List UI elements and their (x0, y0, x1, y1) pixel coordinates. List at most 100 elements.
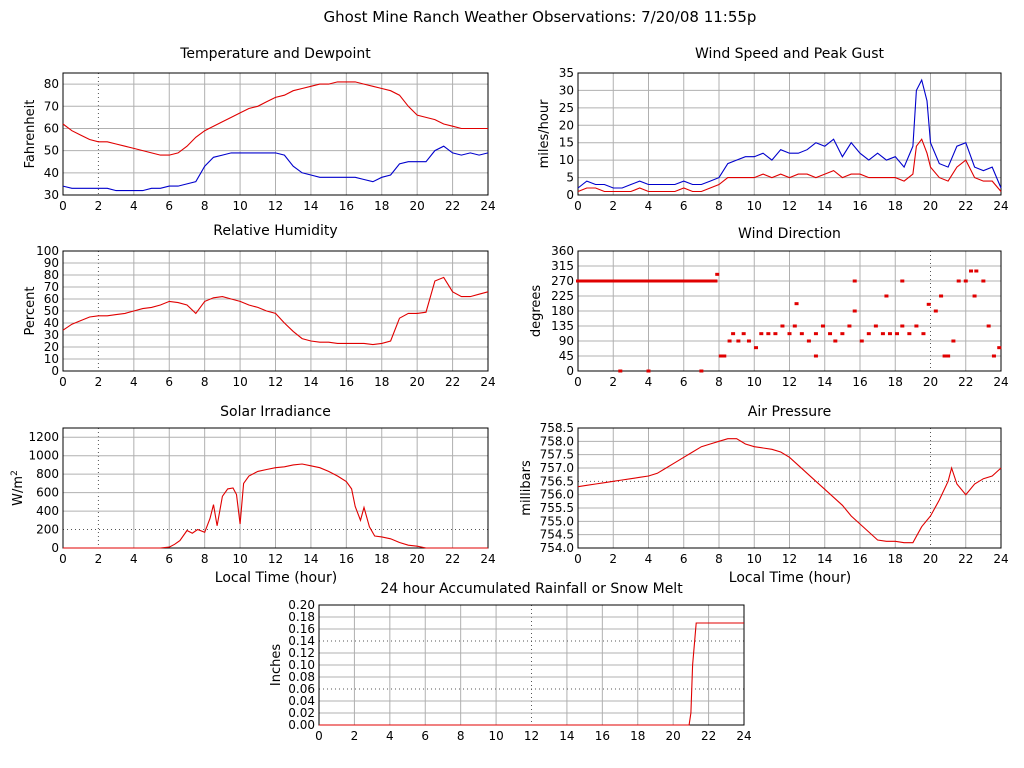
wind-yaxis-label: miles/hour (537, 99, 552, 168)
wdir-point (586, 279, 591, 283)
rh-xtick-label: 8 (201, 375, 209, 389)
rain-xtick-label: 18 (630, 729, 645, 743)
wdir-point (986, 324, 991, 328)
wdir-point (614, 279, 619, 283)
rh-xtick-label: 0 (59, 375, 67, 389)
wdir-point (618, 369, 623, 373)
wind-xtick-label: 18 (888, 199, 903, 213)
wind-ytick-label: 20 (559, 118, 574, 132)
temp-xtick-label: 14 (303, 199, 318, 213)
wdir-ytick-label: 315 (551, 259, 574, 273)
wdir-point (820, 324, 825, 328)
ylabel-superscript: 2 (10, 470, 20, 476)
wdir-point (653, 279, 658, 283)
wdir-point (907, 332, 912, 336)
wdir-point (942, 354, 947, 358)
wind-ytick-label: 25 (559, 101, 574, 115)
pressure-xtick-label: 14 (817, 552, 832, 566)
solar-xaxis-label: Local Time (hour) (215, 570, 337, 586)
wdir-xtick-label: 2 (609, 375, 617, 389)
pressure-yaxis-label: millibars (519, 460, 534, 516)
wind-ytick-label: 35 (559, 66, 574, 80)
wdir-point (646, 279, 651, 283)
wdir-point (873, 324, 878, 328)
rain-xtick-label: 24 (736, 729, 751, 743)
wdir-point (997, 346, 1002, 350)
rain-ytick-label: 0.16 (288, 622, 315, 636)
rh-xtick-label: 12 (268, 375, 283, 389)
rh-xtick-label: 18 (374, 375, 389, 389)
wdir-point (792, 324, 797, 328)
temp-ytick-label: 50 (44, 144, 59, 158)
wdir-point (674, 279, 679, 283)
rh-ytick-label: 10 (44, 352, 59, 366)
wdir-point (813, 354, 818, 358)
solar-xtick-label: 6 (165, 552, 173, 566)
rain-xtick-label: 12 (524, 729, 539, 743)
rh-ytick-label: 50 (44, 304, 59, 318)
wdir-point (887, 332, 892, 336)
wdir-point (583, 279, 588, 283)
rain-ytick-label: 0.06 (288, 682, 315, 696)
pressure-ytick-label: 755.0 (540, 514, 574, 528)
pressure-ytick-label: 756.0 (540, 488, 574, 502)
wdir-point (914, 324, 919, 328)
wdir-xtick-label: 20 (923, 375, 938, 389)
solar-xtick-label: 12 (268, 552, 283, 566)
wdir-point (754, 346, 759, 350)
pressure-xtick-label: 0 (574, 552, 582, 566)
solar-ytick-label: 800 (36, 467, 59, 481)
wind-xtick-label: 20 (923, 199, 938, 213)
wdir-point (859, 339, 864, 343)
temp-xtick-label: 24 (480, 199, 495, 213)
rh-xtick-label: 20 (410, 375, 425, 389)
wind-xtick-label: 6 (680, 199, 688, 213)
wdir-point (900, 279, 905, 283)
wdir-point (933, 309, 938, 313)
wdir-point (794, 302, 799, 306)
rain-xtick-label: 14 (559, 729, 574, 743)
temp-xtick-label: 2 (95, 199, 103, 213)
wdir-point (625, 279, 630, 283)
temp-ytick-label: 60 (44, 121, 59, 135)
wdir-yaxis-label: degrees (529, 285, 544, 338)
wdir-ytick-label: 180 (551, 304, 574, 318)
wdir-point (621, 279, 626, 283)
wdir-point (642, 279, 647, 283)
pressure-xtick-label: 16 (852, 552, 867, 566)
wdir-ytick-label: 225 (551, 289, 574, 303)
wdir-point (736, 339, 741, 343)
wdir-point (780, 324, 785, 328)
pressure-ytick-label: 754.0 (540, 541, 574, 555)
wdir-point (618, 279, 623, 283)
rh-xtick-label: 24 (480, 375, 495, 389)
solar-xtick-label: 8 (201, 552, 209, 566)
wdir-point (713, 279, 718, 283)
wdir-point (660, 279, 665, 283)
wdir-point (884, 294, 889, 298)
wdir-xtick-label: 6 (680, 375, 688, 389)
pressure-ytick-label: 756.5 (540, 474, 574, 488)
pressure-xtick-label: 12 (782, 552, 797, 566)
pressure-ytick-label: 758.5 (540, 421, 574, 435)
solar-xtick-label: 22 (445, 552, 460, 566)
wind-xtick-label: 8 (715, 199, 723, 213)
wdir-xtick-label: 22 (958, 375, 973, 389)
pressure-xtick-label: 8 (715, 552, 723, 566)
pressure-ytick-label: 757.0 (540, 461, 574, 475)
wdir-point (766, 332, 771, 336)
wdir-point (692, 279, 697, 283)
temp-xtick-label: 6 (165, 199, 173, 213)
solar-series-line-0 (63, 463, 488, 549)
wdir-point (787, 332, 792, 336)
wdir-point (833, 339, 838, 343)
temp-yaxis-label: Fahrenheit (23, 100, 38, 169)
wdir-xtick-label: 4 (645, 375, 653, 389)
temp-xtick-label: 8 (201, 199, 209, 213)
solar-chart-title: Solar Irradiance (220, 404, 331, 420)
wind-ytick-label: 0 (566, 188, 574, 202)
solar-xtick-label: 16 (339, 552, 354, 566)
wdir-point (900, 324, 905, 328)
